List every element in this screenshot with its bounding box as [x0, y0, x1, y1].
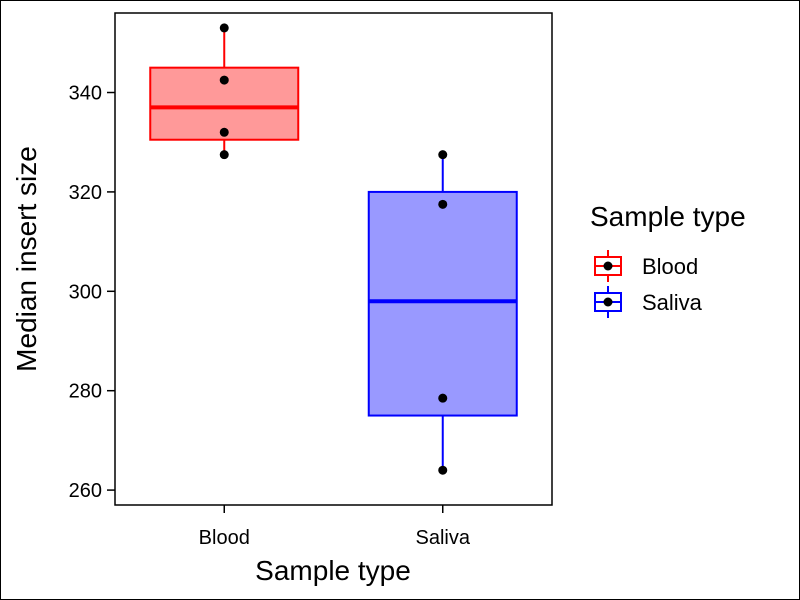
plot-layer	[149, 23, 518, 475]
box-iqr	[149, 66, 300, 141]
legend-title: Sample type	[590, 201, 746, 232]
data-point	[219, 150, 229, 160]
y-axis-title: Median insert size	[11, 146, 42, 372]
data-point	[438, 465, 448, 475]
plot-border	[114, 12, 553, 506]
legend-key-point	[603, 261, 613, 271]
data-point	[438, 393, 448, 403]
x-tick-label: Saliva	[416, 527, 471, 549]
legend-label: Blood	[642, 254, 698, 279]
y-tick-label: 320	[69, 182, 102, 204]
legend-key-point	[603, 297, 613, 307]
x-tick-label: Blood	[199, 527, 250, 549]
data-point	[438, 199, 448, 209]
data-point	[219, 75, 229, 85]
data-point	[219, 23, 229, 33]
y-tick-label: 340	[69, 83, 102, 105]
data-point	[219, 127, 229, 137]
y-tick-label: 280	[69, 381, 102, 403]
legend-item-blood: Blood	[594, 250, 698, 282]
legend-items: Blood Saliva	[594, 250, 703, 318]
box-blood	[149, 23, 300, 160]
y-tick-label: 260	[69, 480, 102, 502]
legend: Sample type Blood Saliva	[590, 201, 746, 318]
box-iqr	[367, 190, 518, 417]
x-axis-title: Sample type	[255, 555, 411, 586]
y-tick-label: 300	[69, 281, 102, 303]
box-saliva	[367, 150, 518, 475]
legend-item-saliva: Saliva	[594, 286, 703, 318]
axis-layer: 260 280 300 320 340 Blood Saliva	[69, 12, 553, 549]
legend-label: Saliva	[642, 290, 703, 315]
data-point	[438, 150, 448, 160]
